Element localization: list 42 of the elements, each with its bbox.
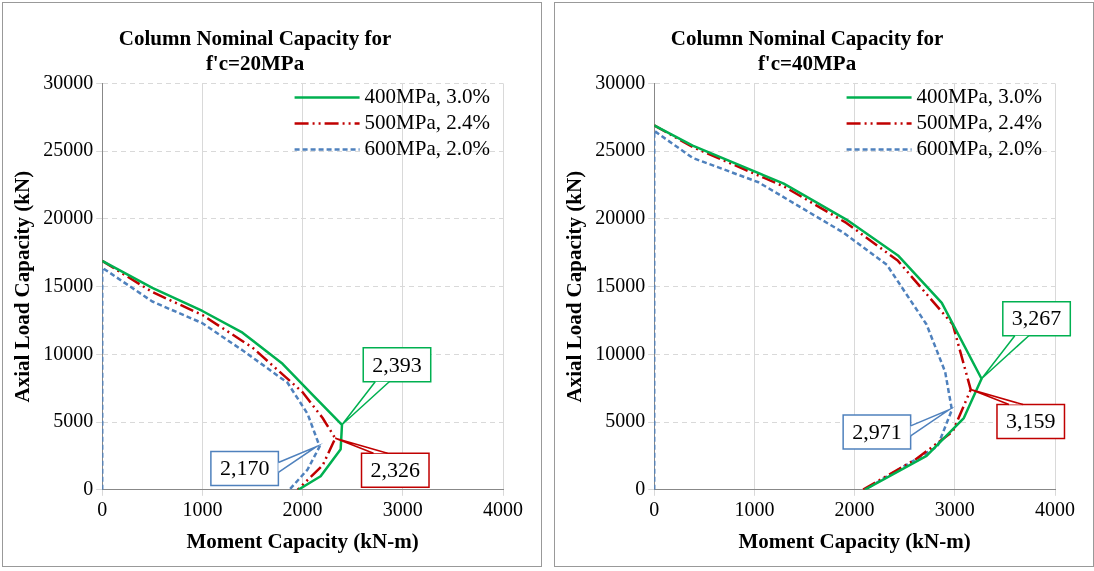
y-tick-label: 20000: [43, 206, 94, 229]
legend-label: 400MPa, 3.0%: [916, 83, 1043, 108]
x-axis-title: Moment Capacity (kN-m): [738, 528, 971, 553]
annotation: 3,159: [1005, 408, 1056, 434]
x-tick-label: 4000: [483, 498, 523, 521]
x-tick-label: 2000: [834, 498, 875, 521]
y-tick-label: 20000: [595, 206, 646, 229]
y-tick-label: 0: [635, 477, 646, 500]
x-tick-label: 1000: [734, 498, 775, 521]
y-tick-label: 5000: [605, 409, 646, 432]
y-tick-label: 10000: [43, 341, 94, 364]
legend-label: 400MPa, 3.0%: [364, 83, 491, 108]
legend-label: 500MPa, 2.4%: [916, 109, 1043, 134]
annotation: 2,170: [219, 455, 270, 481]
annotation: 2,971: [852, 418, 902, 444]
chart-title: Column Nominal Capacity for f'c=20MPa: [118, 26, 392, 76]
y-tick-label: 25000: [43, 138, 94, 161]
annotation: 2,326: [370, 457, 421, 483]
y-tick-label: 15000: [43, 273, 94, 296]
annotation: 2,393: [372, 351, 422, 377]
x-tick-label: 2000: [282, 498, 323, 521]
x-tick-label: 3000: [934, 498, 975, 521]
y-tick-label: 5000: [53, 409, 94, 432]
y-tick-label: 25000: [595, 138, 646, 161]
y-tick-label: 10000: [595, 341, 646, 364]
y-tick-label: 15000: [595, 273, 646, 296]
legend-label: 500MPa, 2.4%: [364, 109, 491, 134]
chart-title: Column Nominal Capacity for f'c=40MPa: [670, 26, 944, 76]
legend-label: 600MPa, 2.0%: [916, 135, 1043, 160]
legend-label: 600MPa, 2.0%: [364, 135, 491, 160]
annotation: 3,267: [1011, 305, 1062, 331]
y-tick-label: 30000: [43, 70, 94, 93]
x-tick-label: 3000: [382, 498, 423, 521]
x-tick-label: 0: [649, 498, 660, 521]
x-tick-label: 4000: [1035, 498, 1075, 521]
y-axis-title: Axial Load Capacity (kN): [562, 170, 587, 403]
y-tick-label: 0: [83, 477, 94, 500]
x-axis-title: Moment Capacity (kN-m): [186, 528, 419, 553]
y-axis-title: Axial Load Capacity (kN): [10, 170, 35, 403]
y-tick-label: 30000: [595, 70, 646, 93]
x-tick-label: 0: [97, 498, 108, 521]
x-tick-label: 1000: [182, 498, 223, 521]
